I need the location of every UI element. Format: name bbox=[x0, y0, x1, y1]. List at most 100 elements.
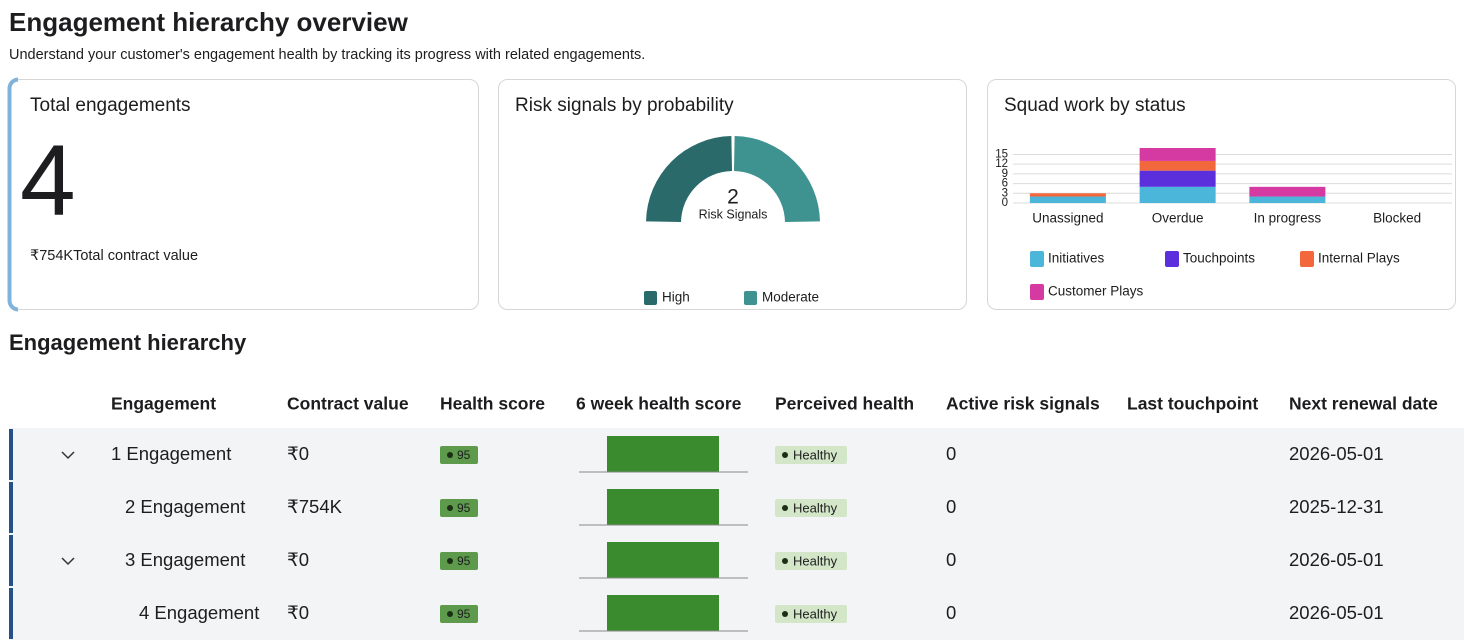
bar-segment bbox=[1249, 186, 1326, 197]
center-label: Risk Signals bbox=[699, 207, 768, 221]
risk-signals-link: 0 bbox=[946, 496, 956, 517]
donut-segment bbox=[646, 136, 733, 223]
legend-label: Moderate bbox=[762, 290, 819, 305]
total-value: 4 bbox=[20, 124, 76, 236]
column-header: Engagement bbox=[111, 394, 216, 414]
card-title: Squad work by status bbox=[1004, 95, 1186, 116]
legend-swatch bbox=[644, 291, 657, 305]
y-tick-label: 3 bbox=[1002, 187, 1008, 199]
perceived-badge bbox=[775, 552, 847, 570]
health-score: 95 bbox=[457, 554, 471, 568]
trend-bar bbox=[607, 436, 719, 472]
trend-bar bbox=[607, 489, 719, 525]
contract-value: ₹0 bbox=[287, 549, 309, 570]
y-tick-label: 6 bbox=[1002, 178, 1008, 190]
row-accent bbox=[9, 482, 13, 533]
card bbox=[498, 79, 967, 310]
x-tick-label: Blocked bbox=[1373, 211, 1421, 226]
row-accent bbox=[9, 588, 13, 639]
badge-dot bbox=[782, 611, 788, 617]
column-header: Perceived health bbox=[775, 394, 914, 414]
card-accent bbox=[7, 77, 19, 312]
renewal-date: 2025-12-31 bbox=[1289, 496, 1384, 517]
legend-label: High bbox=[662, 290, 690, 305]
legend-swatch bbox=[1300, 251, 1314, 267]
legend-swatch bbox=[1165, 251, 1179, 267]
badge-dot bbox=[782, 558, 788, 564]
risk-signals-link: 0 bbox=[946, 443, 956, 464]
column-header: Contract value bbox=[287, 394, 409, 414]
page-subtitle: Understand your customer's engagement he… bbox=[9, 47, 645, 63]
badge-dot bbox=[447, 452, 453, 458]
contract-value: ₹0 bbox=[287, 443, 309, 464]
health-badge bbox=[440, 552, 478, 570]
page-title: Engagement hierarchy overview bbox=[9, 7, 409, 37]
y-tick-label: 12 bbox=[995, 158, 1008, 170]
engagement-link: 4 Engagement bbox=[139, 602, 259, 623]
renewal-date: 2026-05-01 bbox=[1289, 443, 1384, 464]
row-accent bbox=[9, 429, 13, 480]
x-tick-label: Overdue bbox=[1152, 211, 1204, 226]
legend-label: Internal Plays bbox=[1318, 251, 1400, 266]
section-title: Engagement hierarchy bbox=[9, 330, 247, 355]
bar-segment bbox=[1139, 186, 1216, 203]
health-badge bbox=[440, 446, 478, 464]
perceived-health: Healthy bbox=[793, 553, 838, 568]
badge-dot bbox=[447, 505, 453, 511]
column-header: Health score bbox=[440, 394, 545, 414]
legend-label: Customer Plays bbox=[1048, 284, 1144, 299]
perceived-badge bbox=[775, 446, 847, 464]
badge-dot bbox=[447, 558, 453, 564]
bar-segment bbox=[1139, 170, 1216, 187]
legend-label: Initiatives bbox=[1048, 251, 1105, 266]
contract-summary: ₹754KTotal contract value bbox=[30, 248, 198, 264]
column-header: Next renewal date bbox=[1289, 394, 1438, 414]
contract-value: ₹0 bbox=[287, 602, 309, 623]
perceived-badge bbox=[775, 499, 847, 517]
legend-swatch bbox=[1030, 284, 1044, 300]
y-tick-label: 9 bbox=[1002, 168, 1008, 180]
expand-chevron bbox=[61, 557, 75, 566]
badge-dot bbox=[782, 452, 788, 458]
perceived-health: Healthy bbox=[793, 500, 838, 515]
legend-label: Touchpoints bbox=[1183, 251, 1255, 266]
badge-dot bbox=[782, 505, 788, 511]
perceived-health: Healthy bbox=[793, 447, 838, 462]
column-header: 6 week health score bbox=[576, 394, 742, 414]
engagement-link: 2 Engagement bbox=[125, 496, 245, 517]
column-header: Last touchpoint bbox=[1127, 394, 1258, 414]
card bbox=[987, 79, 1456, 310]
health-badge bbox=[440, 499, 478, 517]
health-score: 95 bbox=[457, 448, 471, 462]
trend-bar bbox=[607, 595, 719, 631]
health-badge bbox=[440, 605, 478, 623]
renewal-date: 2026-05-01 bbox=[1289, 602, 1384, 623]
card-title: Risk signals by probability bbox=[515, 95, 734, 116]
bar-segment bbox=[1139, 160, 1216, 171]
engagement-link: 1 Engagement bbox=[111, 443, 231, 464]
perceived-badge bbox=[775, 605, 847, 623]
health-score: 95 bbox=[457, 501, 471, 515]
risk-signals-link: 0 bbox=[946, 549, 956, 570]
y-tick-label: 0 bbox=[1002, 197, 1008, 209]
contract-label: Total contract value bbox=[73, 248, 198, 264]
bar-segment bbox=[1029, 196, 1106, 203]
contract-value: ₹754K bbox=[287, 496, 343, 517]
y-tick-label: 15 bbox=[995, 149, 1008, 161]
x-tick-label: In progress bbox=[1254, 211, 1322, 226]
x-tick-label: Unassigned bbox=[1032, 211, 1103, 226]
trend-bar bbox=[607, 542, 719, 578]
bar-segment bbox=[1249, 196, 1326, 203]
risk-signals-link: 0 bbox=[946, 602, 956, 623]
bar-segment bbox=[1029, 193, 1106, 197]
card-title: Total engagements bbox=[30, 95, 191, 116]
legend-swatch bbox=[1030, 251, 1044, 267]
perceived-health: Healthy bbox=[793, 606, 838, 621]
column-header: Active risk signals bbox=[946, 394, 1100, 414]
engagement-link: 3 Engagement bbox=[125, 549, 245, 570]
center-value: 2 bbox=[727, 186, 739, 209]
row-accent bbox=[9, 535, 13, 586]
badge-dot bbox=[447, 611, 453, 617]
bar-segment bbox=[1139, 148, 1216, 161]
